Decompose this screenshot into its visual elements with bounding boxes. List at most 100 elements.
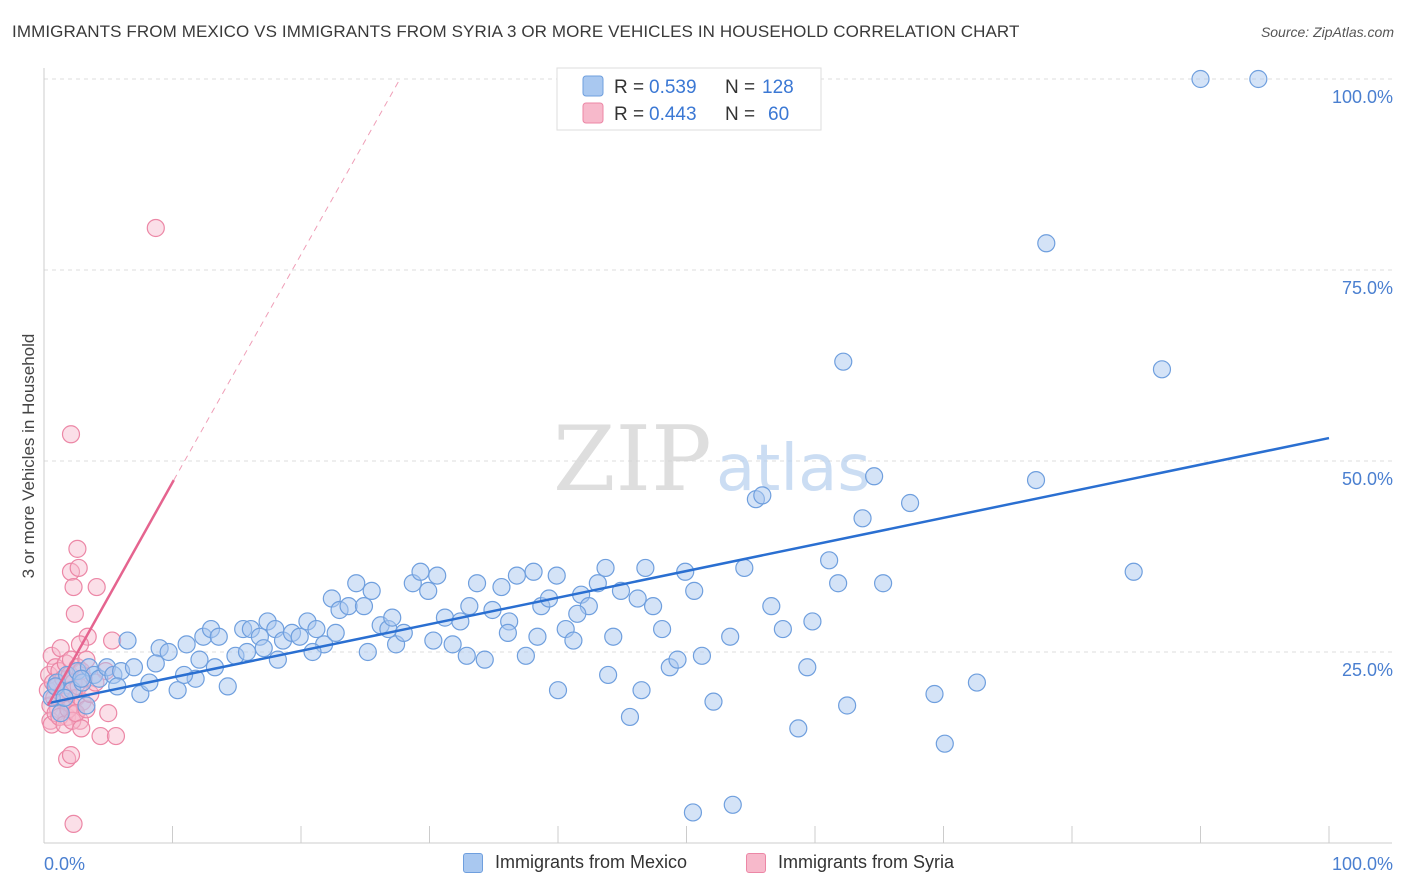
axes	[43, 68, 1392, 844]
mexico-point-72	[596, 558, 615, 578]
mexico-point-62	[516, 646, 535, 665]
mexico-point-78	[643, 597, 663, 616]
mexico-point-43	[362, 581, 381, 600]
mexico-point-79	[652, 619, 672, 639]
mexico-point-96	[829, 574, 848, 593]
mexico-point-90	[762, 597, 781, 616]
mexico-point-73	[604, 627, 623, 646]
legend-swatch-syria	[582, 102, 604, 124]
bottom-legend-mexico[interactable]: Immigrants from Mexico	[463, 852, 687, 873]
mexico-point-75	[620, 707, 640, 727]
legend-r-label-mexico: R =	[614, 77, 644, 98]
mexico-point-137	[568, 604, 587, 623]
mexico-point-77	[636, 558, 655, 578]
mexico-point-114	[548, 681, 568, 700]
mexico-point-81	[668, 650, 687, 669]
mexico-point-59	[492, 577, 511, 597]
mexico-point-14	[124, 658, 144, 677]
mexico-point-135	[498, 623, 517, 643]
mexico-point-122	[146, 654, 165, 673]
x-tick-label-0: 0.0%	[44, 854, 85, 874]
mexico-point-36	[307, 619, 326, 639]
mexico-point-130	[326, 623, 345, 643]
mexico-point-24	[209, 627, 228, 646]
mexico-point-55	[460, 597, 479, 616]
mexico-point-116	[632, 681, 651, 700]
chart-title: IMMIGRANTS FROM MEXICO VS IMMIGRANTS FRO…	[12, 22, 1020, 41]
syria-point-38	[72, 719, 91, 738]
y-tick-label-3: 100.0%	[1332, 87, 1393, 107]
mexico-point-20	[177, 635, 196, 654]
mexico-point-136	[528, 627, 547, 646]
series-syria-points	[38, 218, 165, 834]
mexico-point-66	[547, 566, 566, 585]
watermark-zip: ZIP	[553, 407, 712, 512]
y-tick-label-0: 25.0%	[1342, 660, 1393, 680]
mexico-point-109	[1037, 234, 1056, 253]
mexico-point-133	[424, 631, 443, 650]
mexico-point-84	[692, 646, 712, 665]
mexico-point-52	[435, 608, 455, 627]
bottom-legend: Immigrants from Mexico Immigrants from S…	[0, 852, 1406, 878]
syria-point-57	[146, 218, 165, 238]
legend-n-label-syria: N =	[725, 104, 755, 125]
mexico-point-93	[798, 658, 817, 677]
mexico-point-104	[967, 673, 987, 692]
syria-point-44	[68, 539, 87, 558]
syria-point-47	[65, 604, 84, 623]
syria-trendline-extension	[173, 78, 401, 481]
mexico-point-112	[834, 352, 853, 371]
mexico-point-41	[347, 574, 366, 593]
mexico-point-103	[935, 734, 954, 753]
mexico-point-56	[467, 574, 487, 593]
mexico-point-68	[564, 631, 583, 650]
bottom-legend-syria[interactable]: Immigrants from Syria	[746, 852, 954, 873]
watermark-atlas: atlas	[716, 432, 871, 506]
bottom-legend-swatch-mexico	[463, 852, 483, 873]
trendlines	[46, 78, 1330, 707]
mexico-point-131	[358, 642, 377, 662]
x-tick-labels: 0.0% 100.0%	[44, 854, 1393, 874]
bottom-legend-label-syria: Immigrants from Syria	[778, 852, 955, 872]
syria-point-48	[87, 577, 106, 597]
mexico-point-126	[237, 642, 257, 662]
legend-r-label-syria: R =	[614, 104, 644, 125]
source-label: Source: ZipAtlas.com	[1260, 24, 1394, 40]
syria-point-46	[64, 577, 83, 597]
mexico-point-87	[735, 558, 754, 578]
y-tick-labels: 25.0% 50.0% 75.0% 100.0%	[1332, 87, 1393, 680]
syria-point-53	[99, 704, 118, 723]
bottom-legend-swatch-syria	[746, 852, 766, 873]
mexico-point-124	[190, 650, 209, 669]
y-tick-label-1: 50.0%	[1342, 469, 1393, 489]
mexico-point-106	[1124, 562, 1143, 581]
mexico-point-76	[628, 589, 647, 608]
syria-point-42	[64, 814, 83, 834]
mexico-point-102	[925, 684, 944, 704]
mexico-point-25	[218, 677, 237, 696]
syria-point-45	[69, 558, 88, 578]
mexico-point-61	[507, 566, 526, 585]
mexico-point-40	[339, 597, 358, 616]
mexico-point-2	[51, 704, 70, 723]
mexico-point-97	[838, 696, 857, 715]
legend-n-value-mexico: 128	[762, 77, 794, 98]
mexico-point-120	[72, 669, 91, 688]
mexico-point-115	[599, 665, 618, 685]
mexico-point-13	[118, 631, 137, 650]
syria-point-52	[103, 631, 122, 650]
legend-n-label-mexico: N =	[725, 77, 755, 98]
mexico-point-47	[394, 623, 413, 643]
mexico-trendline	[47, 436, 1330, 705]
mexico-point-51	[428, 566, 447, 585]
syria-point-55	[106, 726, 126, 746]
legend-box: R = 0.539 N = 128 R = 0.443 N = 60	[556, 67, 822, 131]
mexico-point-101	[900, 493, 920, 513]
legend-r-value-mexico: 0.539	[649, 77, 697, 98]
syria-point-41	[61, 746, 81, 765]
mexico-point-95	[820, 551, 839, 570]
mexico-point-57	[475, 650, 494, 669]
mexico-point-63	[524, 562, 543, 581]
mexico-point-18	[159, 642, 178, 662]
